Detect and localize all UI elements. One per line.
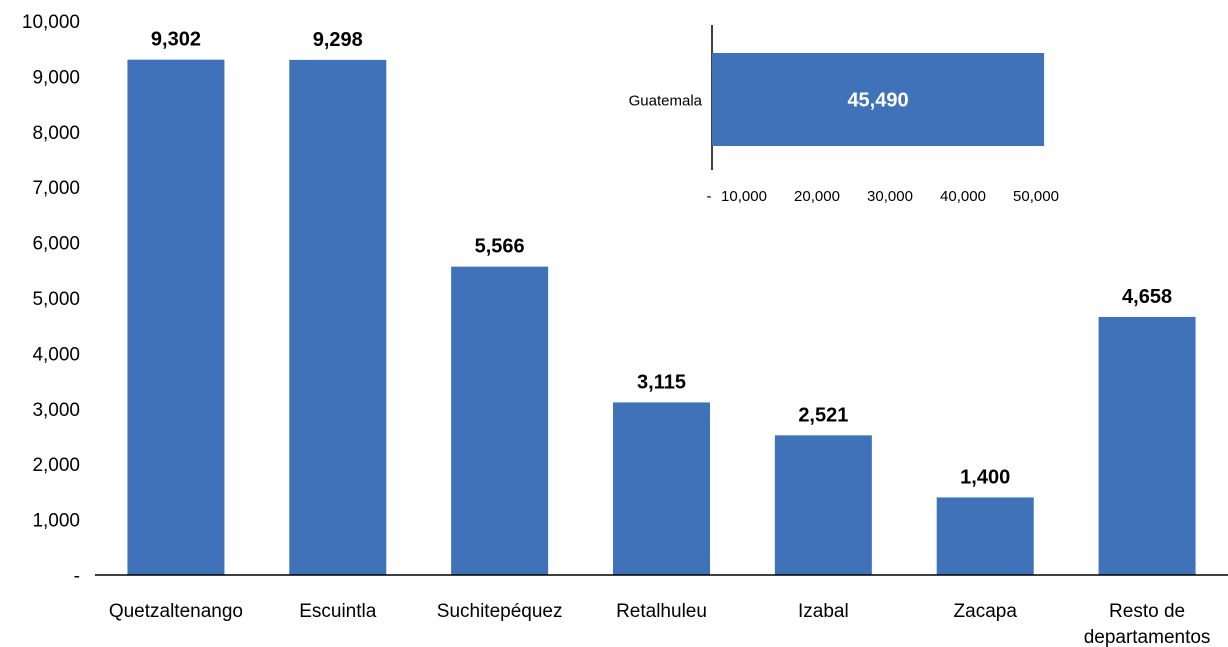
data-label: 1,400 <box>960 466 1010 488</box>
x-category-label: Quetzaltenango <box>109 601 243 622</box>
bar <box>774 435 872 575</box>
bar <box>289 59 387 575</box>
y-tick-label: 5,000 <box>32 289 80 310</box>
bar <box>127 59 225 576</box>
y-tick-label: 9,000 <box>32 67 80 88</box>
y-tick-label: 7,000 <box>32 178 80 199</box>
main-bar-chart: - 1,000 2,000 3,000 4,000 5,000 6,000 7,000 8,00… <box>22 12 1228 647</box>
inset-bar <box>712 53 1045 146</box>
y-tick-label: - <box>74 566 80 587</box>
bar <box>1098 316 1196 575</box>
y-tick-label: 2,000 <box>32 455 80 476</box>
y-tick-label: 10,000 <box>22 12 80 33</box>
inset-data-label: 45,490 <box>847 90 908 112</box>
y-tick-label: 8,000 <box>32 123 80 144</box>
data-label: 5,566 <box>475 236 525 258</box>
x-category-label: Zacapa <box>954 601 1018 622</box>
data-label: 2,521 <box>798 404 848 426</box>
x-category-label: Resto de departamentos <box>1084 601 1211 647</box>
inset-x-tick-label: 30,000 <box>867 188 913 205</box>
inset-x-tick-label: 10,000 <box>721 188 767 205</box>
data-label: 9,302 <box>151 29 201 51</box>
x-category-label: Izabal <box>798 601 849 622</box>
bar <box>451 266 549 575</box>
y-tick-label: 4,000 <box>32 344 80 365</box>
inset-bar-chart-guatemala: 45,490 Guatemala - 10,000 20,000 30,000 40,000… <box>629 25 1059 205</box>
inset-x-tick-label: 20,000 <box>794 188 840 205</box>
y-tick-label: 6,000 <box>32 234 80 255</box>
y-tick-label: 3,000 <box>32 400 80 421</box>
bar <box>613 402 710 575</box>
inset-x-tick-label: - <box>707 188 712 205</box>
x-category-label: Retalhuleu <box>616 601 707 622</box>
data-label: 4,658 <box>1122 286 1172 308</box>
x-category-label: Escuintla <box>299 601 377 622</box>
x-category-label: Suchitepéquez <box>437 601 563 622</box>
inset-x-tick-label: 50,000 <box>1013 188 1059 205</box>
inset-category-label: Guatemala <box>629 93 703 110</box>
inset-x-tick-label: 40,000 <box>940 188 986 205</box>
data-label: 9,298 <box>313 29 363 51</box>
data-label: 3,115 <box>637 371 686 393</box>
bar <box>936 497 1034 575</box>
y-tick-label: 1,000 <box>32 511 80 532</box>
